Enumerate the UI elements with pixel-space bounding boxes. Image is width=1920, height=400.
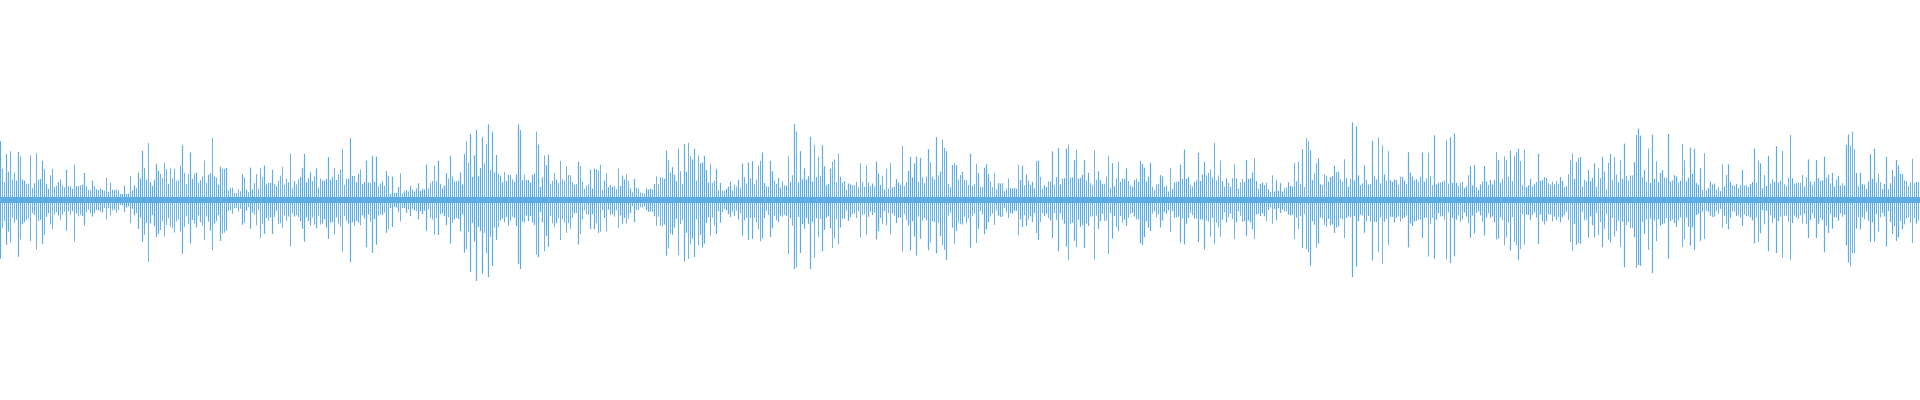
- waveform-bars: [0, 122, 1920, 281]
